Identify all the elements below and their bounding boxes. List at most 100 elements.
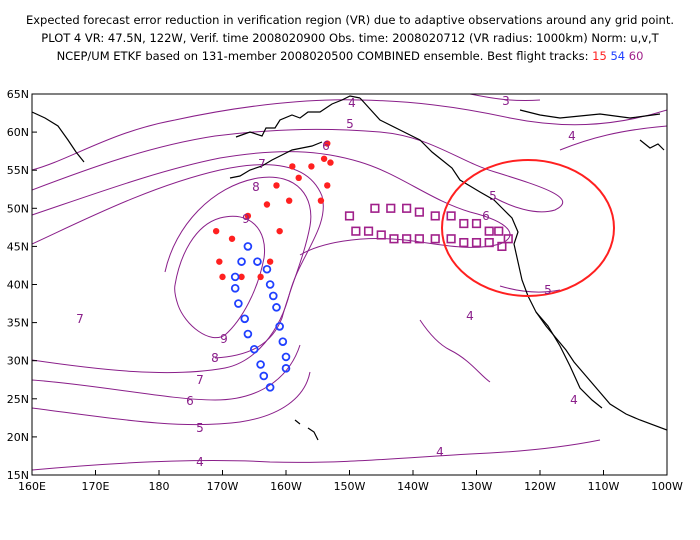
lat-tick-label: 45N bbox=[7, 240, 29, 253]
coastline-canada-north bbox=[519, 109, 661, 119]
track-60-marker bbox=[430, 211, 440, 221]
contour-label: 6 bbox=[482, 209, 490, 223]
track-60-marker bbox=[376, 230, 386, 240]
track-60-marker bbox=[402, 234, 412, 244]
track-54-marker bbox=[262, 264, 272, 274]
contour-line-6-south bbox=[32, 344, 301, 401]
contour-line-5 bbox=[32, 128, 564, 213]
lon-tick-label: 170W bbox=[207, 480, 239, 493]
lon-tick-label: 100W bbox=[651, 480, 683, 493]
track-54-marker bbox=[281, 364, 291, 373]
contour-line-4-east bbox=[559, 125, 667, 151]
track-id-15: 15 bbox=[592, 49, 607, 63]
track-15-marker bbox=[273, 182, 280, 189]
coastline-kamchatka bbox=[32, 111, 85, 163]
track-15-marker bbox=[308, 163, 315, 170]
track-60-marker bbox=[370, 203, 380, 213]
coastline-north-america bbox=[359, 97, 667, 431]
track-60-marker bbox=[414, 234, 424, 244]
contour-label: 7 bbox=[76, 312, 84, 326]
lat-tick-label: 35N bbox=[7, 317, 29, 330]
track-60-marker bbox=[503, 234, 513, 244]
lat-tick-label: 60N bbox=[7, 126, 29, 139]
track-15-marker bbox=[266, 258, 274, 265]
flight-tracks bbox=[212, 140, 513, 392]
track-60-marker bbox=[363, 226, 374, 236]
track-60-marker bbox=[459, 218, 469, 229]
track-54-marker bbox=[253, 257, 262, 266]
lat-tick-label: 15N bbox=[7, 469, 29, 482]
track-15-marker bbox=[238, 273, 245, 281]
track-15-marker bbox=[212, 227, 220, 235]
track-60-marker bbox=[344, 211, 355, 221]
track-60-marker bbox=[494, 226, 504, 236]
track-54-marker bbox=[237, 257, 246, 266]
track-60-marker bbox=[386, 203, 396, 213]
track-15-marker bbox=[317, 197, 325, 204]
lon-tick-label: 180 bbox=[149, 480, 170, 493]
contour-label: 4 bbox=[348, 96, 356, 110]
track-id-60: 60 bbox=[628, 49, 644, 63]
track-54-marker bbox=[278, 337, 288, 346]
track-15-marker bbox=[320, 155, 328, 162]
track-60-marker bbox=[471, 237, 482, 248]
coastline-alaska bbox=[235, 95, 361, 138]
track-id-54: 54 bbox=[610, 49, 626, 63]
lat-tick-label: 50N bbox=[7, 202, 29, 215]
track-15-marker bbox=[216, 258, 223, 265]
lon-tick-label: 120W bbox=[524, 480, 556, 493]
figure-title-line-2: PLOT 4 VR: 47.5N, 122W, Verif. time 2008… bbox=[41, 31, 659, 45]
track-60-marker bbox=[446, 211, 456, 221]
track-54-marker bbox=[230, 272, 240, 282]
lon-tick-label: 150W bbox=[334, 480, 366, 493]
longitude-axis: 160E 170E 180 170W 160W 150W 140W 130W 120W 110W 1… bbox=[18, 470, 683, 493]
track-54-marker bbox=[243, 242, 253, 251]
flight-track-60 bbox=[344, 203, 513, 252]
lon-tick-label: 160E bbox=[18, 480, 46, 493]
track-60-marker bbox=[402, 203, 412, 213]
track-60-marker bbox=[389, 234, 399, 244]
contour-line-9-inner bbox=[174, 215, 266, 339]
lat-tick-label: 40N bbox=[7, 279, 29, 292]
track-60-marker bbox=[351, 226, 361, 236]
track-15-marker bbox=[289, 163, 296, 170]
track-54-marker bbox=[240, 314, 250, 324]
contour-line-7 bbox=[32, 164, 324, 374]
coastline-hawaii bbox=[294, 419, 319, 441]
track-15-marker bbox=[257, 273, 264, 281]
track-54-marker bbox=[268, 291, 278, 301]
lat-tick-label: 30N bbox=[7, 355, 29, 368]
contour-line-4-south bbox=[32, 439, 601, 471]
contour-label: 9 bbox=[220, 332, 228, 346]
contour-label: 8 bbox=[211, 351, 219, 365]
lat-tick-label: 20N bbox=[7, 431, 29, 444]
latitude-axis: 65N 60N 55N 50N 45N 40N 35N 30N 25N 20N 15N bbox=[7, 88, 37, 482]
contour-label: 6 bbox=[322, 139, 330, 153]
lon-tick-label: 110W bbox=[588, 480, 620, 493]
contour-label: 9 bbox=[242, 212, 250, 226]
track-15-marker bbox=[295, 174, 302, 182]
track-60-marker bbox=[471, 218, 482, 229]
figure-title-line-3: NCEP/UM ETKF based on 131-member 2008020… bbox=[0, 48, 700, 65]
contour-label: 8 bbox=[252, 180, 260, 194]
track-15-marker bbox=[327, 159, 334, 166]
contour-line-5-coast bbox=[499, 285, 561, 293]
track-54-marker bbox=[230, 284, 240, 293]
track-15-marker bbox=[324, 140, 331, 147]
track-15-marker bbox=[324, 182, 331, 189]
coastlines bbox=[32, 95, 667, 441]
contour-label: 6 bbox=[186, 394, 194, 408]
track-54-marker bbox=[259, 371, 269, 381]
contour-label: 7 bbox=[258, 157, 266, 171]
plot-frame bbox=[31, 93, 668, 476]
contour-line-6 bbox=[32, 151, 511, 256]
lon-tick-label: 140W bbox=[397, 480, 429, 493]
contour-label: 5 bbox=[544, 283, 552, 297]
lat-tick-label: 25N bbox=[7, 393, 29, 406]
contour-label: 5 bbox=[196, 421, 204, 435]
contour-label: 4 bbox=[570, 393, 578, 407]
track-15-marker bbox=[219, 273, 226, 281]
coastline-aleutian-chain bbox=[229, 141, 323, 179]
contour-label: 4 bbox=[568, 129, 576, 143]
